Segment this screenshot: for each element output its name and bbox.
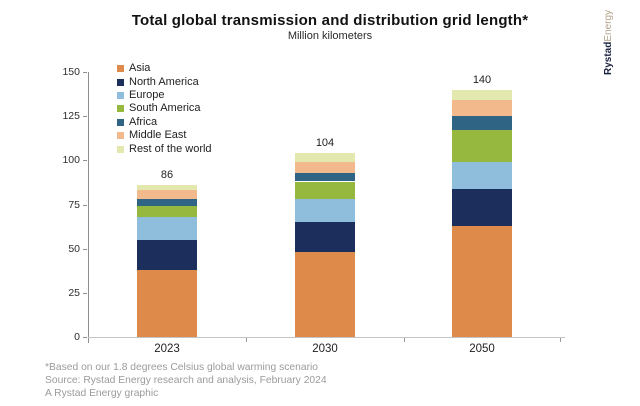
y-axis-tick-label: 75 <box>68 198 80 211</box>
x-axis-tick-mark <box>403 338 405 342</box>
footnote-credit-line: A Rystad Energy graphic <box>45 388 159 399</box>
legend-item-europe: Europe <box>117 89 212 102</box>
x-axis-tick-mark <box>246 338 247 342</box>
chart-subtitle: Million kilometers <box>287 30 373 42</box>
chart-legend: Asia North America Europe South America Afri… <box>117 62 212 156</box>
chart-title: Total global transmission and distributi… <box>131 12 529 29</box>
bar-segment-middle-east-2023 <box>137 190 197 200</box>
bar-segment-africa-2030 <box>295 172 355 182</box>
bar-segment-europe-2050 <box>452 162 512 189</box>
y-axis <box>88 72 89 343</box>
x-axis-tick-mark <box>560 338 561 342</box>
legend-item-south-america: South America <box>117 102 212 115</box>
x-axis-label-2030: 2030 <box>312 343 338 355</box>
y-axis-tick-mark <box>83 204 87 206</box>
bar-segment-north-america-2030 <box>295 222 355 253</box>
legend-swatch-middle-east <box>117 132 124 140</box>
footnote-scenario-line: *Based on our 1.8 degrees Celsius global… <box>45 362 319 373</box>
bar-segment-africa-2050 <box>452 116 512 131</box>
x-axis-label-2050: 2050 <box>469 343 495 355</box>
legend-swatch-africa <box>117 118 124 126</box>
legend-label-asia: Asia <box>129 62 151 75</box>
bar-segment-rest-of-the-world-2030 <box>295 153 355 163</box>
legend-swatch-south-america <box>117 105 124 113</box>
bar-segment-asia-2050 <box>452 225 512 337</box>
legend-item-asia: Asia <box>117 62 212 75</box>
x-axis-label-2023: 2023 <box>154 343 180 355</box>
legend-swatch-europe <box>117 91 124 99</box>
bar-segment-asia-2023 <box>137 269 197 337</box>
legend-label-north-america: North America <box>129 75 199 88</box>
y-axis-tick-mark <box>83 292 87 294</box>
y-axis-tick-mark <box>83 160 87 162</box>
bar-segment-europe-2030 <box>295 199 355 223</box>
legend-item-africa: Africa <box>117 116 212 129</box>
bar-segment-africa-2023 <box>137 199 197 207</box>
y-axis-tick-label: 25 <box>68 286 80 299</box>
bar-total-label-2030: 104 <box>315 137 335 150</box>
bar-total-label-2023: 86 <box>160 169 174 182</box>
legend-swatch-north-america <box>117 78 124 86</box>
bar-segment-south-america-2030 <box>295 181 355 200</box>
bar-segment-middle-east-2050 <box>452 100 512 117</box>
bar-segment-asia-2030 <box>295 252 355 337</box>
x-axis <box>88 337 565 338</box>
y-axis-tick-label: 0 <box>74 331 80 343</box>
y-axis-tick-label: 100 <box>62 154 80 167</box>
bar-segment-middle-east-2030 <box>295 162 355 173</box>
legend-label-africa: Africa <box>129 115 158 128</box>
bar-segment-north-america-2023 <box>137 239 197 270</box>
legend-label-europe: Europe <box>129 88 165 101</box>
legend-label-middle-east: Middle East <box>129 129 187 142</box>
legend-item-north-america: North America <box>117 75 212 88</box>
legend-swatch-asia <box>117 65 124 73</box>
y-axis-tick-label: 125 <box>62 110 80 123</box>
bar-segment-south-america-2023 <box>137 206 197 217</box>
y-axis-tick-mark <box>83 337 87 338</box>
legend-label-rest-of-the-world: Rest of the world <box>129 142 212 155</box>
legend-swatch-rest-of-the-world <box>117 145 124 153</box>
legend-item-rest-of-the-world: Rest of the world <box>117 142 212 155</box>
legend-label-south-america: South America <box>129 102 201 115</box>
y-axis-tick-mark <box>83 72 87 73</box>
legend-item-middle-east: Middle East <box>117 129 212 142</box>
y-axis-tick-mark <box>83 248 87 250</box>
bar-segment-europe-2023 <box>137 216 197 240</box>
y-axis-tick-label: 150 <box>62 66 80 78</box>
bar-segment-rest-of-the-world-2050 <box>452 89 512 101</box>
bar-total-label-2050: 140 <box>472 73 492 86</box>
y-axis-tick-label: 50 <box>68 242 80 255</box>
bar-segment-rest-of-the-world-2023 <box>137 185 197 191</box>
bar-segment-north-america-2050 <box>452 188 512 226</box>
chart-footnote: *Based on our 1.8 degrees Celsius global… <box>45 361 327 400</box>
y-axis-tick-mark <box>83 116 87 118</box>
bar-segment-south-america-2050 <box>452 130 512 163</box>
footnote-source-line: Source: Rystad Energy research and analy… <box>45 375 327 386</box>
